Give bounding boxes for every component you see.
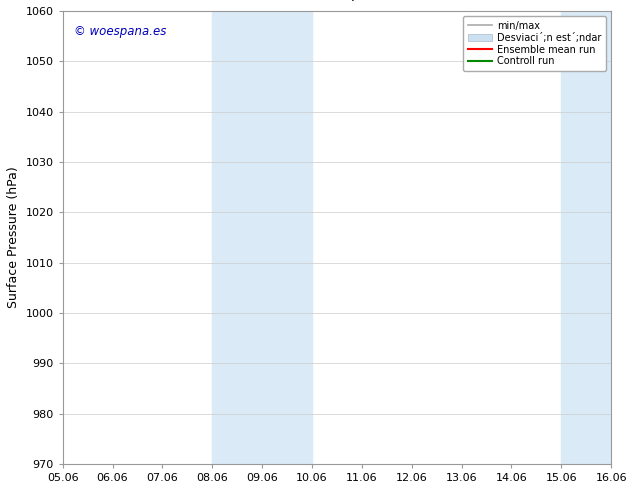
Bar (212, 11, 312, 464)
Text: CMC-ENS Time Series Alicante-Elche aeropuerto: CMC-ENS Time Series Alicante-Elche aerop… (63, 0, 396, 1)
Bar (561, 11, 611, 464)
Y-axis label: Surface Pressure (hPa): Surface Pressure (hPa) (7, 167, 20, 308)
Text: © woespana.es: © woespana.es (74, 24, 166, 38)
Legend: min/max, Desviaci´;n est´;ndar, Ensemble mean run, Controll run: min/max, Desviaci´;n est´;ndar, Ensemble… (463, 16, 606, 72)
Text: mar. 04.06.2024 06 UTC: mar. 04.06.2024 06 UTC (443, 0, 611, 1)
